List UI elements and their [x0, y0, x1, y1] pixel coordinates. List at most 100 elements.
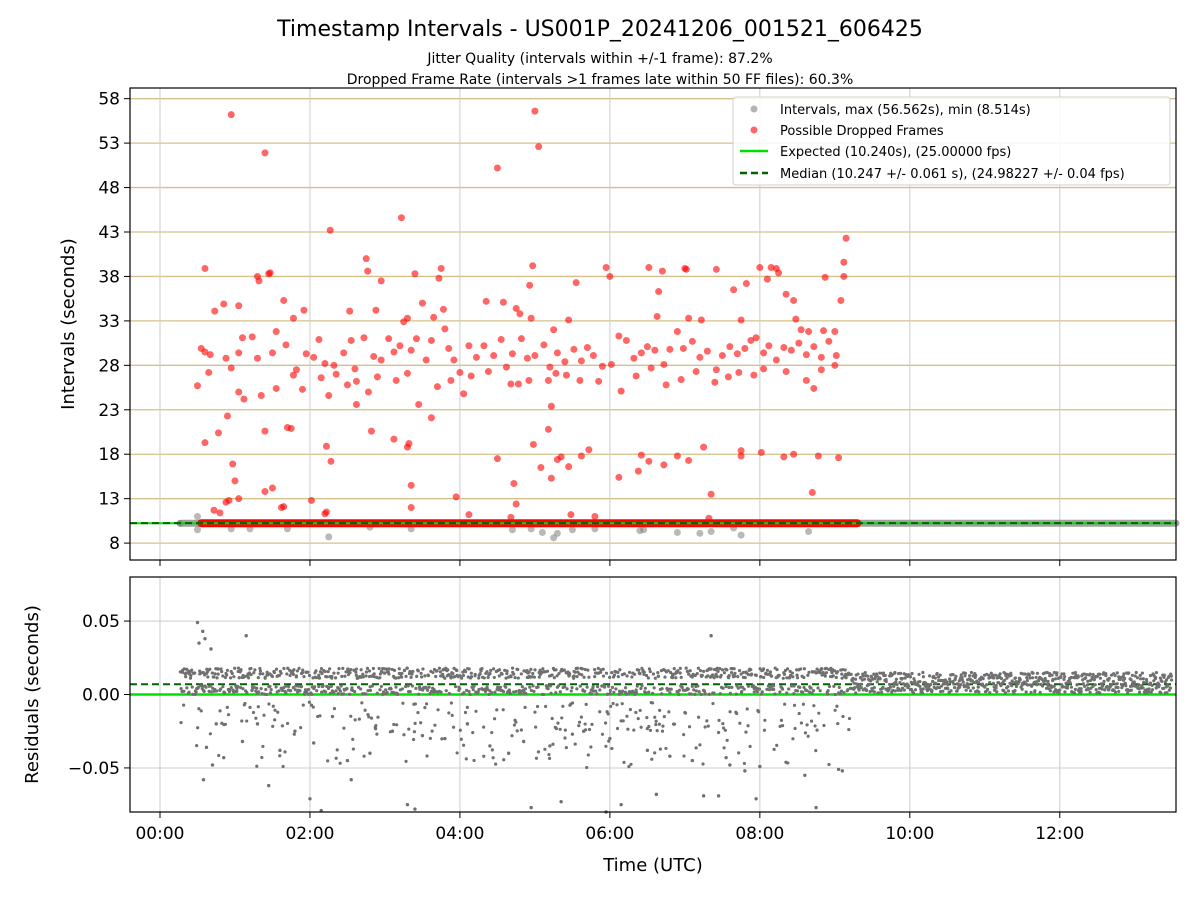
dropped-frame-point: [842, 234, 850, 242]
residual-point: [265, 670, 269, 674]
dropped-frame-point: [364, 388, 372, 396]
residual-point: [955, 689, 959, 693]
residual-point: [686, 687, 690, 691]
residual-point: [206, 675, 210, 679]
dropped-frame-point: [400, 318, 408, 326]
residual-point: [524, 691, 528, 695]
residual-point: [749, 668, 753, 672]
residual-point: [487, 692, 491, 696]
residual-point: [663, 675, 667, 679]
residual-point: [721, 686, 725, 690]
residual-point: [345, 686, 349, 691]
residual-point: [634, 710, 638, 715]
residual-point: [801, 702, 806, 706]
residual-point: [676, 669, 680, 673]
residual-point: [291, 686, 295, 690]
residual-point: [294, 675, 298, 679]
residual-point: [955, 682, 960, 686]
dropped-frame-point: [220, 300, 228, 308]
residual-point: [1142, 680, 1146, 684]
residual-point: [317, 684, 321, 689]
residual-point: [838, 691, 843, 696]
residual-point: [360, 701, 364, 705]
residual-point: [230, 671, 234, 676]
residual-point: [1115, 682, 1119, 686]
residual-point: [887, 682, 892, 687]
residual-point: [426, 688, 430, 692]
residual-point: [368, 688, 373, 693]
residual-point: [426, 674, 431, 678]
residual-point: [453, 685, 458, 689]
residual-point: [852, 681, 856, 685]
residual-point: [990, 673, 995, 677]
residual-point: [424, 685, 428, 689]
residual-outlier-point: [548, 744, 552, 748]
residual-point: [1169, 674, 1173, 678]
residual-point: [918, 684, 922, 689]
residual-point: [455, 751, 459, 755]
residual-point: [1072, 691, 1076, 695]
residual-point: [678, 671, 682, 675]
dropped-frame-point: [231, 477, 239, 485]
residual-point: [707, 692, 711, 696]
residual-point: [1154, 686, 1158, 690]
dropped-frame-point: [493, 164, 501, 172]
residual-point: [387, 672, 391, 676]
residual-point: [523, 705, 527, 709]
residual-point: [1100, 687, 1104, 691]
dropped-frame-point: [832, 352, 840, 360]
dropped-frame-point: [531, 352, 539, 360]
residual-point: [849, 672, 853, 676]
residual-point: [534, 725, 538, 729]
residual-point: [334, 756, 338, 760]
residual-point: [935, 671, 939, 676]
residual-point: [813, 724, 817, 728]
residual-point: [696, 715, 701, 719]
residual-point: [348, 671, 352, 675]
residual-point: [565, 687, 569, 691]
residual-point: [1153, 675, 1158, 680]
intervals-y-tick-label: 53: [98, 134, 120, 154]
residual-point: [472, 758, 476, 763]
residual-point: [353, 690, 357, 694]
dropped-frame-point: [718, 352, 726, 360]
x-tick-label: 00:00: [135, 824, 184, 844]
residual-point: [781, 676, 785, 680]
dropped-frame-point: [287, 424, 295, 432]
residual-outlier-point: [278, 748, 282, 753]
residual-point: [961, 680, 965, 684]
residual-point: [512, 672, 516, 676]
residual-point: [632, 728, 636, 732]
residual-point: [547, 756, 552, 760]
residual-point: [688, 669, 692, 673]
residual-point: [1055, 671, 1059, 675]
residual-point: [1046, 684, 1050, 688]
residual-point: [258, 672, 262, 676]
residual-point: [490, 730, 494, 735]
residual-point: [802, 685, 806, 690]
residual-point: [1107, 688, 1111, 692]
residual-point: [762, 728, 767, 732]
dropped-frame-point: [289, 314, 297, 322]
residual-point: [844, 676, 848, 680]
x-tick-label: 02:00: [285, 824, 334, 844]
residual-point: [820, 667, 824, 671]
residual-point: [497, 668, 502, 672]
residual-point: [1167, 674, 1171, 678]
residual-point: [827, 684, 832, 689]
residual-point: [217, 753, 221, 758]
dropped-frame-point: [480, 342, 488, 350]
residual-point: [273, 708, 277, 712]
interval-point: [538, 528, 546, 536]
residual-outlier-point: [654, 792, 659, 797]
residual-point: [271, 724, 275, 728]
residual-point: [953, 686, 957, 690]
residual-point: [425, 754, 429, 758]
residual-point: [1122, 672, 1126, 676]
residual-point: [396, 676, 401, 680]
residual-point: [664, 746, 668, 751]
residual-point: [549, 691, 553, 695]
residual-point: [342, 726, 346, 730]
residual-point: [464, 757, 468, 761]
residual-point: [988, 690, 992, 695]
